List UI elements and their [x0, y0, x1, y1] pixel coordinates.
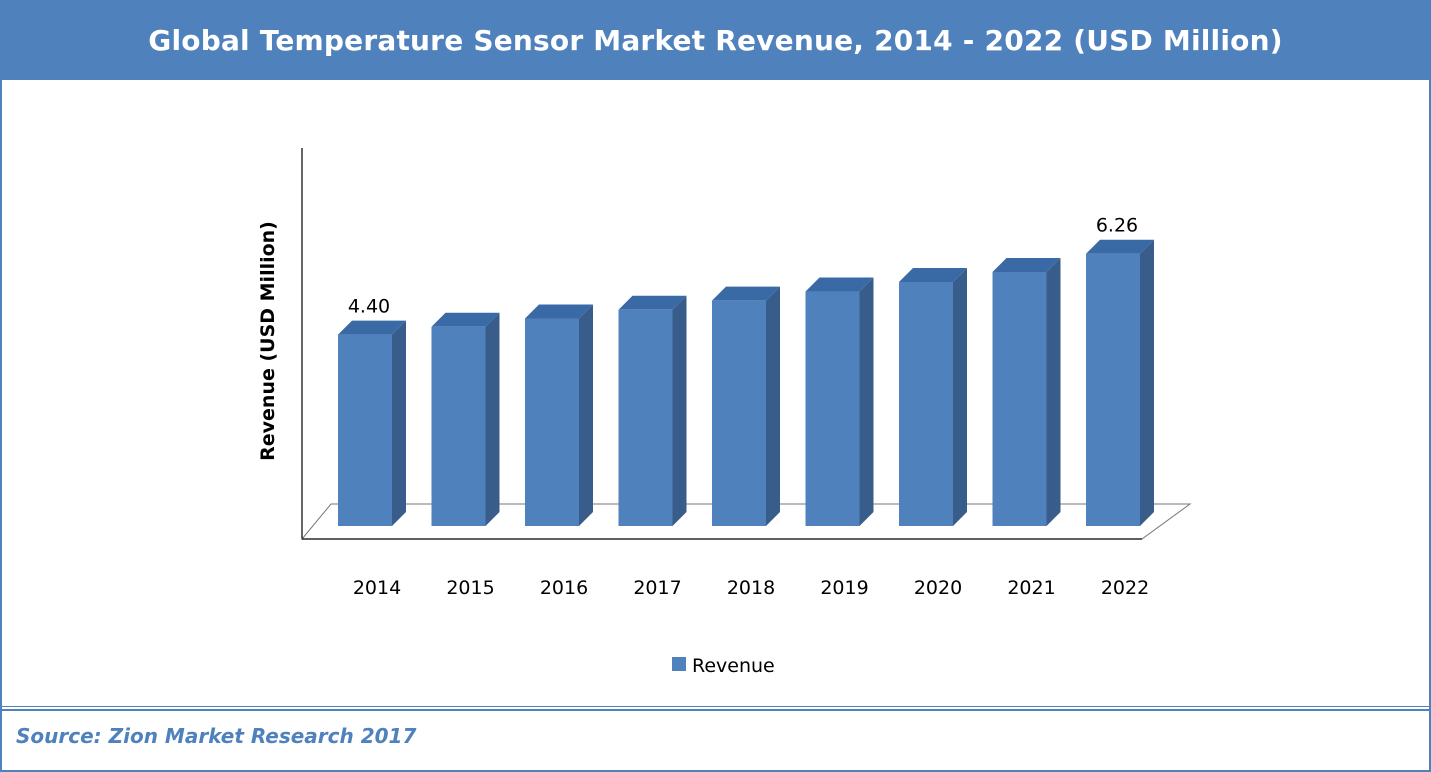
x-tick-2019: 2019 — [820, 577, 868, 599]
chart-bars — [338, 239, 1154, 526]
bar-2016 — [525, 304, 593, 526]
bar-2014 — [338, 320, 406, 526]
source-note: Source: Zion Market Research 2017 — [16, 724, 417, 748]
bar-2022 — [1086, 239, 1154, 526]
bar-2020 — [899, 267, 967, 526]
chart-plot: 2014 2015 2016 2017 2018 2019 2020 2021 2022 4.4… — [257, 148, 1192, 677]
x-tick-2020: 2020 — [914, 577, 962, 599]
data-labels: 4.40 6.26 — [348, 215, 1138, 318]
legend-swatch-revenue — [672, 657, 686, 671]
x-tick-2021: 2021 — [1007, 577, 1055, 599]
chart-title: Global Temperature Sensor Market Revenue… — [148, 24, 1283, 57]
data-label-2014: 4.40 — [348, 296, 390, 318]
legend: Revenue — [672, 655, 775, 677]
data-label-2022: 6.26 — [1096, 215, 1138, 237]
x-tick-2017: 2017 — [633, 577, 681, 599]
title-banner — [2, 2, 1429, 80]
legend-label-revenue: Revenue — [692, 655, 775, 677]
y-axis-label: Revenue (USD Million) — [257, 221, 279, 461]
x-tick-2014: 2014 — [353, 577, 401, 599]
x-tick-2016: 2016 — [540, 577, 588, 599]
footer-divider — [2, 706, 1429, 711]
bar-2021 — [992, 257, 1061, 526]
bar-2015 — [431, 312, 500, 526]
x-tick-2015: 2015 — [446, 577, 494, 599]
bar-2018 — [712, 286, 780, 526]
x-tick-2018: 2018 — [727, 577, 775, 599]
bar-2017 — [618, 295, 687, 526]
x-tick-2022: 2022 — [1101, 577, 1149, 599]
bar-2019 — [805, 277, 874, 526]
x-tick-labels: 2014 2015 2016 2017 2018 2019 2020 2021 2022 — [353, 577, 1149, 599]
